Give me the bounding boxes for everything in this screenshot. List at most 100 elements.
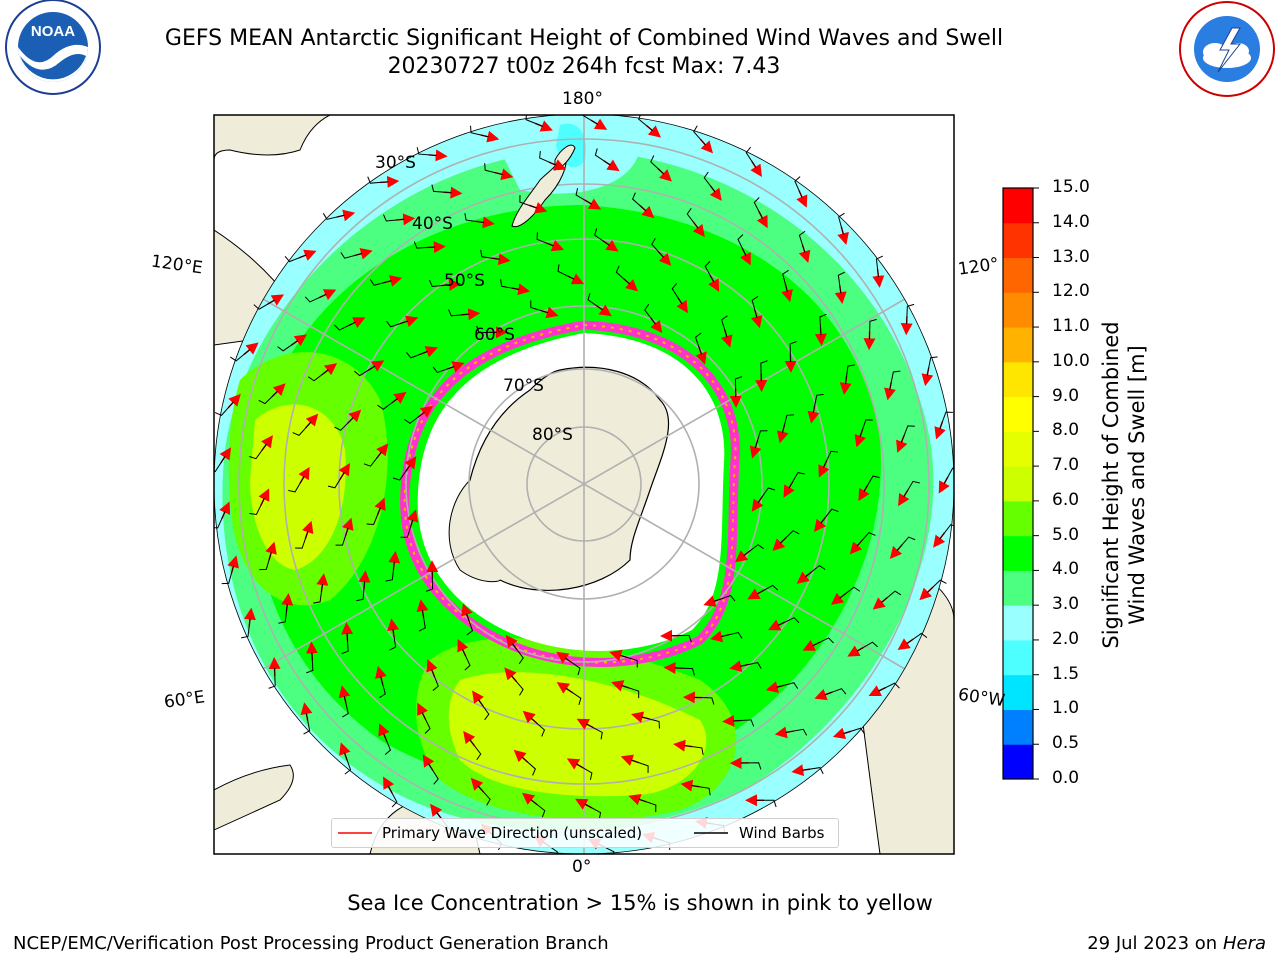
wind-barb xyxy=(253,299,275,310)
wind-barb xyxy=(683,745,704,755)
wind-barb xyxy=(906,303,915,325)
wind-barb xyxy=(392,464,411,481)
wind-barb xyxy=(704,260,715,283)
wind-barb xyxy=(619,654,638,668)
wind-barb xyxy=(743,544,765,557)
wind-barb xyxy=(416,147,437,156)
wind-barb xyxy=(511,643,524,665)
wind-barb xyxy=(594,228,610,246)
lon-label-0: 0° xyxy=(572,857,592,877)
noaa-logo-text: NOAA xyxy=(31,23,75,40)
wind-barb xyxy=(939,524,954,540)
wind-barb xyxy=(812,637,834,647)
wind-barb xyxy=(341,633,349,655)
wind-barb xyxy=(756,584,779,595)
wind-barb xyxy=(721,315,728,338)
wind-barb xyxy=(406,350,428,359)
wind-barb xyxy=(356,581,366,602)
wind-barb xyxy=(875,255,884,277)
wind-barb xyxy=(354,365,376,377)
wind-barb xyxy=(694,332,702,355)
wind-barb xyxy=(587,292,604,311)
wind-barb xyxy=(868,318,877,340)
colorbar-swatch xyxy=(1003,431,1033,467)
wind-barb xyxy=(564,657,581,676)
colorbar-tick-label: 2.0 xyxy=(1052,628,1080,649)
lat-label-60s: 60°S xyxy=(474,325,515,345)
wind-barb xyxy=(615,265,631,285)
colorbar-label: Significant Height of Combined Wind Wave… xyxy=(1098,275,1158,695)
wind-barb xyxy=(478,699,490,721)
wind-barb xyxy=(466,613,474,636)
colorbar-swatch xyxy=(1003,605,1033,641)
colorbar-tick-label: 11.0 xyxy=(1052,316,1090,337)
colorbar-tick-label: 14.0 xyxy=(1052,211,1090,232)
wind-barb xyxy=(295,530,309,549)
wind-barb xyxy=(788,472,805,489)
wind-barb xyxy=(431,184,452,194)
wind-barb xyxy=(878,682,900,692)
wind-barb xyxy=(576,763,593,780)
legend: Primary Wave Direction (unscaled) Wind B… xyxy=(331,818,839,848)
wind-barb xyxy=(519,195,538,209)
wind-barb xyxy=(900,425,915,443)
colorbar-tick-label: 9.0 xyxy=(1052,385,1080,406)
colorbar-tick-label: 13.0 xyxy=(1052,246,1090,267)
wind-barb xyxy=(755,799,777,808)
wind-barb xyxy=(856,641,879,652)
colorbar-swatch xyxy=(1003,466,1033,502)
nws-logo xyxy=(1179,1,1275,97)
wind-barb xyxy=(230,349,251,362)
wind-barbs xyxy=(214,115,954,854)
wind-barb xyxy=(539,150,557,166)
wind-barb xyxy=(739,662,762,669)
wind-barb xyxy=(693,125,707,146)
wind-barb xyxy=(377,398,398,410)
wind-barb xyxy=(303,712,311,735)
wind-barb xyxy=(798,230,806,253)
footer-credit: NCEP/EMC/Verification Post Processing Pr… xyxy=(13,933,609,954)
colorbar-tick-label: 8.0 xyxy=(1052,420,1080,441)
wind-barb xyxy=(431,669,439,691)
colorbar-swatch xyxy=(1003,639,1033,676)
wind-barb xyxy=(322,213,345,220)
map-area xyxy=(214,115,954,854)
wind-barb xyxy=(428,279,451,287)
wind-barb xyxy=(896,536,916,552)
colorbar-tick-label: 6.0 xyxy=(1052,489,1080,510)
wind-barb xyxy=(644,303,657,325)
colorbar-tick-label: 5.0 xyxy=(1052,524,1080,545)
wind-barb xyxy=(740,762,762,770)
wind-barb xyxy=(241,618,251,639)
colorbar-label-line2: Wind Waves and Swell [m] xyxy=(1125,345,1149,625)
colorbar-tick-label: 7.0 xyxy=(1052,455,1080,476)
wind-barb xyxy=(484,163,503,175)
wind-barb xyxy=(403,411,425,424)
legend-wind-barbs: Wind Barbs xyxy=(739,824,825,842)
wind-barb xyxy=(906,632,928,645)
wind-barb xyxy=(277,340,299,352)
legend-wave-direction: Primary Wave Direction (unscaled) xyxy=(382,824,643,842)
wind-barb xyxy=(428,763,439,785)
chart-subtitle: 20230727 t00z 264h fcst Max: 7.43 xyxy=(387,54,781,79)
wind-barb xyxy=(671,283,683,305)
wind-barb xyxy=(632,192,647,212)
wind-barb xyxy=(760,360,768,382)
wind-barb xyxy=(753,197,764,219)
wind-barb xyxy=(304,293,327,303)
wind-barb xyxy=(820,508,839,524)
wind-barb xyxy=(525,115,543,127)
noaa-logo: NOAA xyxy=(5,0,101,95)
chart-title: GEFS MEAN Antarctic Significant Height o… xyxy=(164,26,1004,51)
wind-barb xyxy=(383,733,392,755)
wind-barb xyxy=(903,480,920,498)
wind-barb xyxy=(586,723,603,740)
wind-barb xyxy=(530,300,549,314)
footer-date: 29 Jul 2023 on Hera xyxy=(1087,933,1266,954)
wind-barb xyxy=(367,176,389,184)
colorbar-tick-label: 1.0 xyxy=(1052,698,1080,719)
wind-barb xyxy=(804,565,826,578)
wind-barb xyxy=(686,207,699,229)
wind-barb xyxy=(839,586,861,599)
wind-barb xyxy=(313,583,323,604)
